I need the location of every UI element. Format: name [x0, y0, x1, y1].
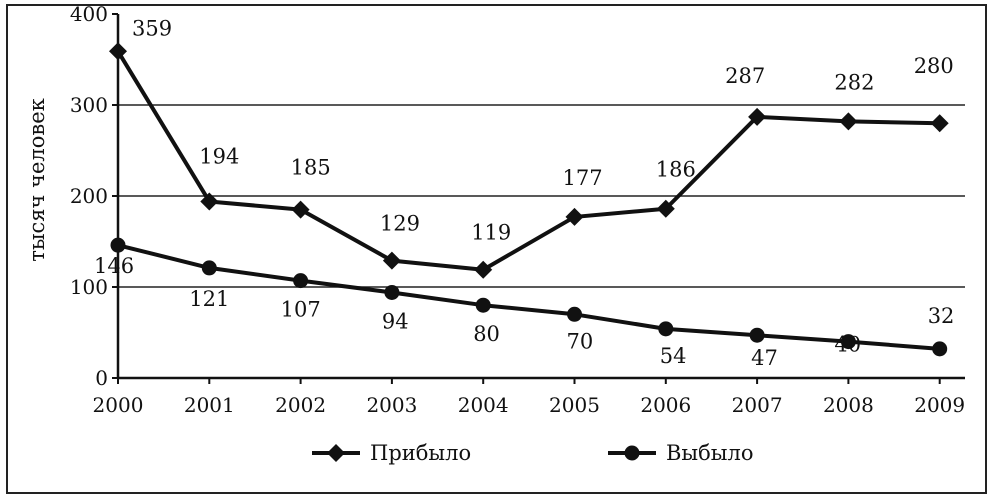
- data-label: 32: [928, 304, 955, 328]
- x-tick-label: 2008: [823, 393, 874, 417]
- circle-marker: [293, 273, 309, 289]
- legend-circle-icon: [624, 445, 640, 461]
- x-tick-label: 2005: [549, 393, 600, 417]
- data-label: 129: [380, 212, 420, 236]
- data-label: 177: [563, 166, 603, 190]
- diamond-marker: [748, 107, 767, 126]
- diamond-marker: [109, 42, 127, 61]
- x-tick-label: 2007: [732, 393, 783, 417]
- diamond-marker: [656, 199, 675, 218]
- series-line-pribylo: [116, 50, 940, 272]
- circle-marker: [201, 260, 217, 276]
- x-tick-label: 2006: [640, 393, 691, 417]
- data-label: 146: [94, 254, 134, 278]
- data-label: 119: [471, 221, 511, 245]
- x-tick-label: 2002: [275, 393, 326, 417]
- diamond-marker: [291, 200, 310, 219]
- chart-frame: [6, 4, 987, 494]
- data-label: 107: [281, 298, 321, 322]
- legend-label: Прибыло: [370, 441, 471, 465]
- x-tick-label: 2009: [914, 393, 965, 417]
- y-axis-label: тысяч человек: [25, 98, 49, 262]
- x-tick-label: 2001: [184, 393, 235, 417]
- data-label: 70: [567, 329, 594, 353]
- y-tick-label: 300: [70, 93, 108, 117]
- diamond-marker: [565, 207, 584, 226]
- legend: Прибыло Выбыло: [312, 441, 754, 465]
- circle-marker: [932, 341, 948, 357]
- diamond-marker: [474, 260, 493, 279]
- data-label: 54: [660, 344, 687, 368]
- data-label: 121: [189, 287, 229, 311]
- circle-marker: [749, 327, 765, 343]
- y-tick-label: 200: [70, 184, 108, 208]
- data-label: 47: [751, 346, 778, 370]
- x-tick-labels: 2000 2001 2002 2003 2004 2005 2006 2007 2008 2009: [93, 378, 965, 417]
- circle-marker: [110, 237, 126, 253]
- x-tick-label: 2003: [366, 393, 417, 417]
- data-label: 359: [132, 16, 172, 40]
- data-label: 40: [834, 333, 861, 357]
- data-label: 80: [473, 322, 500, 346]
- legend-label: Выбыло: [666, 441, 754, 465]
- data-label: 287: [725, 64, 765, 88]
- y-tick-labels: 0 100 200 300 400: [70, 2, 118, 390]
- diamond-marker: [930, 114, 949, 133]
- circle-marker: [475, 297, 491, 313]
- circle-marker: [840, 334, 856, 350]
- grid-lines: [118, 104, 965, 288]
- data-label: 185: [291, 156, 331, 180]
- legend-diamond-icon: [327, 444, 345, 462]
- series-line-vybylo: [117, 243, 940, 351]
- circle-marker: [658, 321, 674, 337]
- diamond-marker: [839, 112, 858, 131]
- data-label: 282: [834, 70, 874, 94]
- y-tick-label: 400: [70, 2, 108, 26]
- data-label: 280: [914, 54, 954, 78]
- y-tick-label: 0: [95, 366, 108, 390]
- data-label: 194: [199, 144, 239, 168]
- x-tick-label: 2000: [93, 393, 144, 417]
- x-tick-label: 2004: [458, 393, 509, 417]
- series-markers: [109, 42, 949, 357]
- y-tick-label: 100: [70, 275, 108, 299]
- circle-marker: [384, 284, 400, 300]
- circle-marker: [567, 306, 582, 322]
- diamond-marker: [200, 192, 219, 211]
- series-lines: [116, 50, 940, 351]
- data-label: 94: [382, 309, 409, 333]
- data-labels: 359 194 185 129 119 177 186 287 282 280 146 121 107 9…: [94, 16, 954, 370]
- data-label: 186: [656, 158, 696, 182]
- diamond-marker: [382, 251, 401, 270]
